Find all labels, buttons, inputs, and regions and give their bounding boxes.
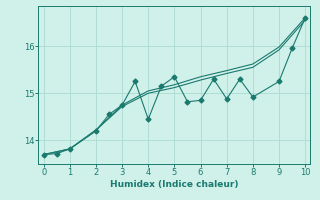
X-axis label: Humidex (Indice chaleur): Humidex (Indice chaleur)	[110, 180, 239, 189]
